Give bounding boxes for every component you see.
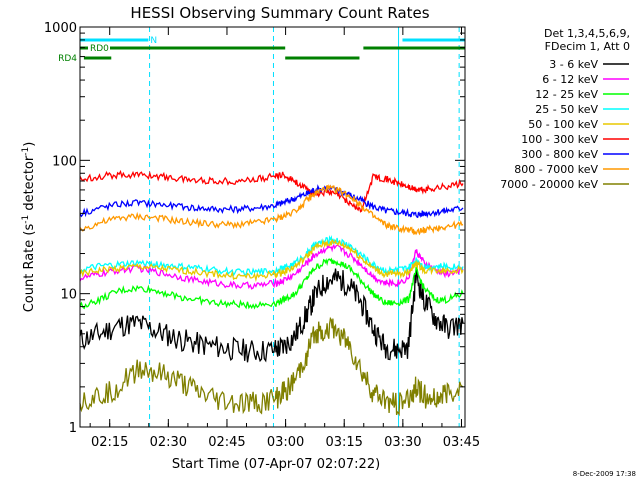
series-line-8 bbox=[79, 316, 464, 417]
legend-label-5: 100 - 300 keV bbox=[521, 133, 598, 146]
legend-label-1: 6 - 12 keV bbox=[542, 73, 598, 86]
legend-label-4: 50 - 100 keV bbox=[528, 118, 598, 131]
series-line-7 bbox=[79, 183, 464, 236]
y-axis-label-main: Count Rate (s bbox=[22, 224, 37, 313]
legend-label-2: 12 - 25 keV bbox=[535, 88, 598, 101]
x-axis-ticks: 02:15 02:30 02:45 03:00 03:15 03:30 03:45 bbox=[89, 27, 480, 450]
series-line-6 bbox=[79, 184, 464, 219]
series-line-4 bbox=[79, 238, 464, 283]
legend-label-6: 300 - 800 keV bbox=[521, 148, 598, 161]
y-axis-label: Count Rate (s-1 detector-1) bbox=[21, 142, 37, 313]
y-tick-label-0: 1 bbox=[69, 421, 77, 436]
flag-label-2: RD4 bbox=[58, 54, 77, 64]
x-tick-label-2: 02:45 bbox=[208, 435, 245, 450]
x-tick-label-5: 03:30 bbox=[384, 435, 421, 450]
y-tick-label-2: 100 bbox=[52, 154, 77, 169]
y-axis-label-sup1: -1 bbox=[21, 215, 31, 224]
y-axis-label-sup2: -1 bbox=[21, 147, 31, 156]
y-axis-ticks: 1 10 100 1000 bbox=[44, 21, 465, 436]
y-axis-label-end: ) bbox=[22, 142, 37, 147]
x-tick-label-6: 03:45 bbox=[443, 435, 480, 450]
series-line-0 bbox=[79, 268, 464, 363]
flag-label-bg bbox=[88, 43, 110, 52]
x-tick-label-0: 02:15 bbox=[91, 435, 128, 450]
y-axis-label-mid: detector bbox=[22, 155, 37, 215]
legend-label-8: 7000 - 20000 keV bbox=[500, 178, 598, 191]
flag-label-1: RD0 bbox=[90, 44, 109, 54]
x-tick-label-3: 03:00 bbox=[267, 435, 304, 450]
series-line-2 bbox=[79, 257, 464, 310]
legend-label-7: 800 - 7000 keV bbox=[514, 163, 598, 176]
x-axis-label: Start Time (07-Apr-07 02:07:22) bbox=[172, 457, 380, 472]
series-line-3 bbox=[79, 235, 464, 277]
series-layer bbox=[79, 169, 464, 417]
footer-timestamp: 8-Dec-2009 17:38 bbox=[573, 470, 636, 478]
plot-frame bbox=[79, 26, 466, 428]
chart-title: HESSI Observing Summary Count Rates bbox=[130, 4, 429, 22]
legend-header-1: FDecim 1, Att 0 bbox=[545, 40, 630, 53]
legend-label-0: 3 - 6 keV bbox=[549, 58, 598, 71]
flag-layer: N RD0 RD4 bbox=[58, 36, 465, 64]
series-line-5 bbox=[79, 169, 464, 213]
x-tick-label-1: 02:30 bbox=[150, 435, 187, 450]
flag-label-0: N bbox=[150, 36, 157, 46]
x-tick-label-4: 03:15 bbox=[325, 435, 362, 450]
legend-label-3: 25 - 50 keV bbox=[535, 103, 598, 116]
y-tick-label-1: 10 bbox=[60, 288, 77, 303]
y-tick-label-3: 1000 bbox=[44, 21, 77, 36]
legend: Det 1,3,4,5,6,9,FDecim 1, Att 0 3 - 6 keV… bbox=[500, 27, 630, 191]
legend-header-0: Det 1,3,4,5,6,9, bbox=[544, 27, 630, 40]
